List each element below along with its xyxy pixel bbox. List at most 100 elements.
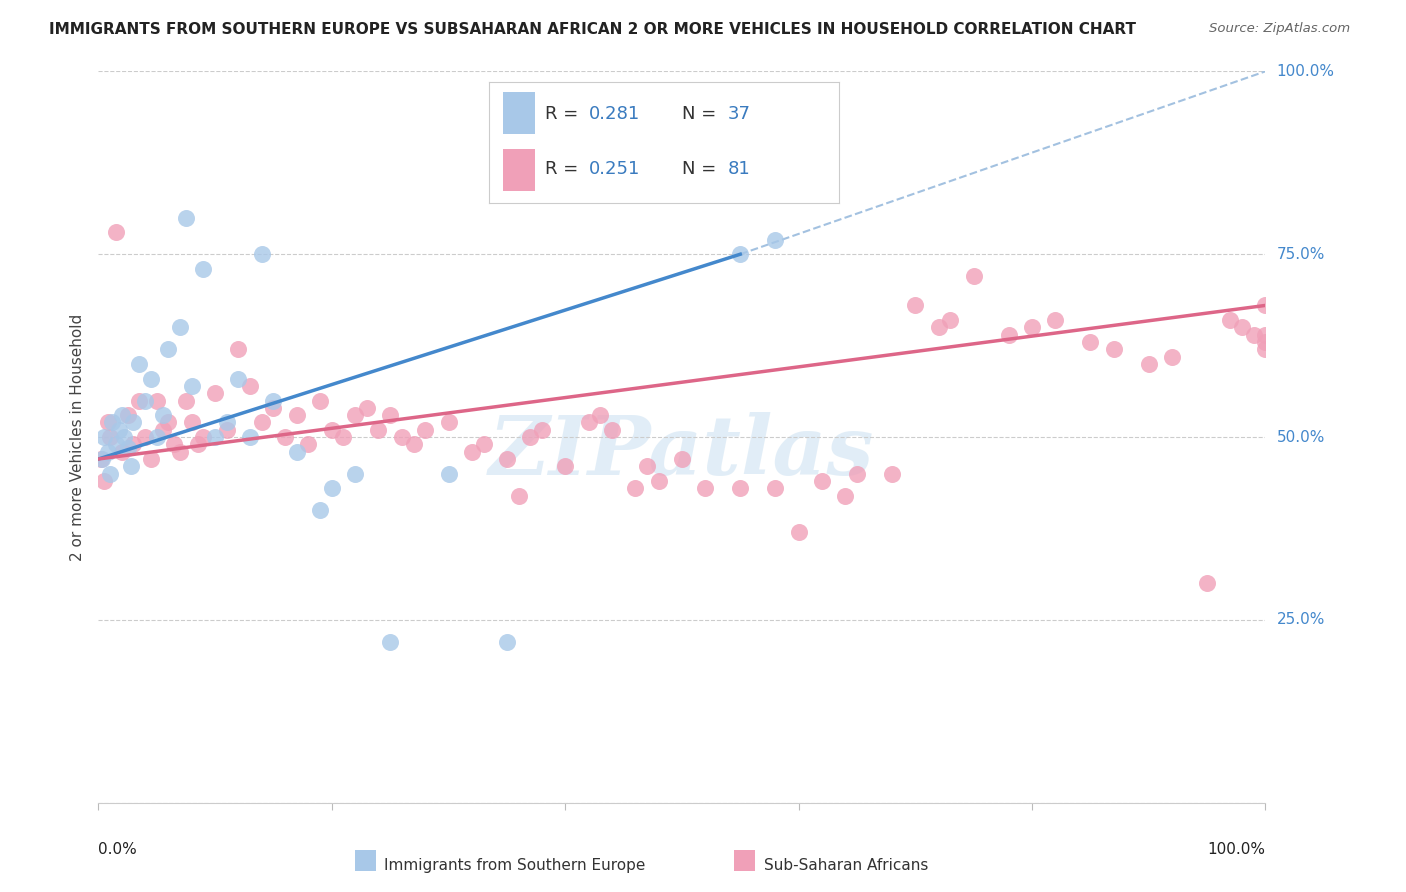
Point bbox=[117, 408, 139, 422]
Point bbox=[1230, 320, 1253, 334]
Point bbox=[122, 437, 145, 451]
Point bbox=[193, 261, 215, 276]
Point bbox=[321, 423, 343, 437]
Point bbox=[1219, 313, 1241, 327]
Point bbox=[997, 327, 1019, 342]
Y-axis label: 2 or more Vehicles in Household: 2 or more Vehicles in Household bbox=[69, 313, 84, 561]
Point bbox=[187, 437, 209, 451]
Point bbox=[262, 401, 284, 415]
Point bbox=[274, 430, 297, 444]
Point bbox=[174, 211, 197, 225]
Point bbox=[104, 225, 127, 239]
Point bbox=[472, 437, 495, 451]
Point bbox=[239, 379, 262, 393]
Point bbox=[112, 430, 135, 444]
Point bbox=[98, 467, 121, 481]
Point bbox=[367, 423, 389, 437]
Point bbox=[111, 444, 134, 458]
Point bbox=[413, 423, 436, 437]
Point bbox=[589, 408, 612, 422]
Point bbox=[461, 444, 484, 458]
Point bbox=[297, 437, 319, 451]
Point bbox=[787, 525, 810, 540]
Point bbox=[1021, 320, 1043, 334]
Point bbox=[730, 247, 752, 261]
Point bbox=[834, 489, 856, 503]
Point bbox=[120, 459, 142, 474]
Point bbox=[1254, 343, 1277, 357]
Text: Immigrants from Southern Europe: Immigrants from Southern Europe bbox=[384, 858, 645, 872]
Point bbox=[104, 437, 127, 451]
Point bbox=[169, 444, 191, 458]
Point bbox=[636, 459, 658, 474]
Point bbox=[1254, 327, 1277, 342]
Point bbox=[519, 430, 541, 444]
Point bbox=[169, 320, 191, 334]
Point bbox=[437, 467, 460, 481]
Point bbox=[624, 481, 647, 495]
Point bbox=[496, 635, 519, 649]
Point bbox=[157, 343, 180, 357]
Point bbox=[139, 371, 162, 385]
Point bbox=[174, 393, 197, 408]
Point bbox=[880, 467, 903, 481]
Point bbox=[146, 393, 169, 408]
Point bbox=[695, 481, 717, 495]
Point bbox=[578, 416, 600, 430]
Text: 100.0%: 100.0% bbox=[1277, 64, 1334, 78]
Point bbox=[93, 430, 115, 444]
Point bbox=[1137, 357, 1160, 371]
Point bbox=[846, 467, 869, 481]
Text: 0.0%: 0.0% bbox=[98, 842, 138, 856]
Point bbox=[344, 467, 367, 481]
Point bbox=[180, 416, 202, 430]
Point bbox=[93, 474, 115, 488]
Point bbox=[1197, 576, 1219, 591]
Point bbox=[402, 437, 425, 451]
Point bbox=[97, 416, 120, 430]
Text: 100.0%: 100.0% bbox=[1208, 842, 1265, 856]
Point bbox=[962, 269, 984, 284]
Point bbox=[228, 343, 250, 357]
Point bbox=[117, 441, 139, 455]
Point bbox=[157, 416, 180, 430]
Point bbox=[1254, 334, 1277, 349]
Text: 25.0%: 25.0% bbox=[1277, 613, 1324, 627]
Text: Sub-Saharan Africans: Sub-Saharan Africans bbox=[763, 858, 928, 872]
Point bbox=[671, 452, 693, 467]
Point bbox=[437, 416, 460, 430]
Point bbox=[128, 357, 150, 371]
Text: ZIPatlas: ZIPatlas bbox=[489, 412, 875, 491]
Text: 75.0%: 75.0% bbox=[1277, 247, 1324, 261]
Point bbox=[332, 430, 354, 444]
Point bbox=[1045, 313, 1067, 327]
Point bbox=[730, 481, 752, 495]
Point bbox=[98, 430, 121, 444]
Point bbox=[139, 452, 162, 467]
Point bbox=[321, 481, 343, 495]
Point bbox=[391, 430, 413, 444]
Point bbox=[90, 452, 112, 467]
Point bbox=[380, 408, 402, 422]
Bar bbox=[734, 850, 755, 871]
Point bbox=[1080, 334, 1102, 349]
Point bbox=[309, 503, 332, 517]
Point bbox=[763, 481, 786, 495]
Point bbox=[811, 474, 834, 488]
Point bbox=[344, 408, 367, 422]
Point bbox=[111, 408, 134, 422]
Text: Source: ZipAtlas.com: Source: ZipAtlas.com bbox=[1209, 22, 1350, 36]
Point bbox=[204, 430, 226, 444]
Point bbox=[939, 313, 962, 327]
Point bbox=[128, 393, 150, 408]
Point bbox=[530, 423, 553, 437]
Point bbox=[285, 444, 308, 458]
Point bbox=[204, 386, 226, 401]
Point bbox=[152, 423, 174, 437]
Text: 50.0%: 50.0% bbox=[1277, 430, 1324, 444]
Point bbox=[90, 452, 112, 467]
Point bbox=[152, 408, 174, 422]
Point bbox=[600, 423, 623, 437]
Point bbox=[101, 416, 124, 430]
Point bbox=[108, 423, 131, 437]
